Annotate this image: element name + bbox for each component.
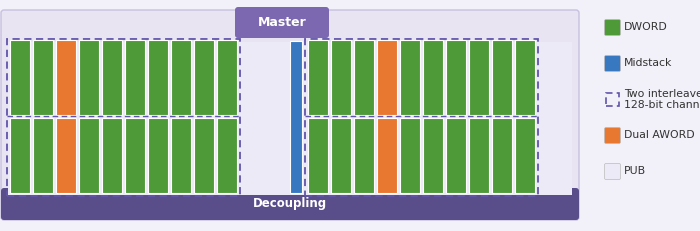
Text: Two interleaved
128-bit channels: Two interleaved 128-bit channels <box>624 89 700 110</box>
Bar <box>8 42 572 195</box>
Bar <box>308 118 328 193</box>
Bar <box>469 118 489 193</box>
FancyBboxPatch shape <box>605 164 620 179</box>
Bar <box>377 40 397 115</box>
FancyBboxPatch shape <box>605 128 620 143</box>
FancyBboxPatch shape <box>1 10 579 220</box>
Bar <box>469 40 489 115</box>
FancyBboxPatch shape <box>605 19 620 36</box>
Bar <box>606 93 619 106</box>
Bar <box>377 118 397 193</box>
Bar <box>492 40 512 115</box>
Text: Master: Master <box>258 16 307 29</box>
Bar <box>33 118 53 193</box>
Bar <box>7 39 240 196</box>
Bar <box>10 40 30 115</box>
Bar <box>102 118 122 193</box>
Bar <box>171 118 191 193</box>
Bar <box>148 40 168 115</box>
Bar <box>56 40 76 115</box>
Bar <box>194 40 214 115</box>
FancyBboxPatch shape <box>605 55 620 72</box>
Bar <box>492 118 512 193</box>
Bar <box>217 118 237 193</box>
Bar <box>290 41 302 193</box>
Bar <box>56 118 76 193</box>
Bar <box>331 40 351 115</box>
Text: Midstack: Midstack <box>624 58 673 69</box>
Text: DWORD: DWORD <box>624 22 668 33</box>
Bar <box>423 118 443 193</box>
Bar <box>125 40 145 115</box>
Bar <box>148 118 168 193</box>
Bar <box>308 40 328 115</box>
Bar <box>10 118 30 193</box>
FancyBboxPatch shape <box>235 7 329 38</box>
Bar <box>33 40 53 115</box>
Text: PUB: PUB <box>624 167 646 176</box>
Bar <box>423 40 443 115</box>
Text: Dual AWORD: Dual AWORD <box>624 131 694 140</box>
Bar <box>515 118 535 193</box>
Bar <box>79 118 99 193</box>
Bar <box>446 40 466 115</box>
Bar <box>102 40 122 115</box>
Bar <box>125 118 145 193</box>
Bar <box>171 40 191 115</box>
Bar <box>79 40 99 115</box>
Text: Decoupling: Decoupling <box>253 198 327 210</box>
Bar <box>400 118 420 193</box>
Bar <box>354 118 374 193</box>
Bar <box>446 118 466 193</box>
Bar <box>305 39 538 196</box>
FancyBboxPatch shape <box>1 188 579 220</box>
Bar <box>354 40 374 115</box>
Bar <box>194 118 214 193</box>
Bar <box>400 40 420 115</box>
Bar <box>217 40 237 115</box>
Bar <box>515 40 535 115</box>
Bar <box>331 118 351 193</box>
